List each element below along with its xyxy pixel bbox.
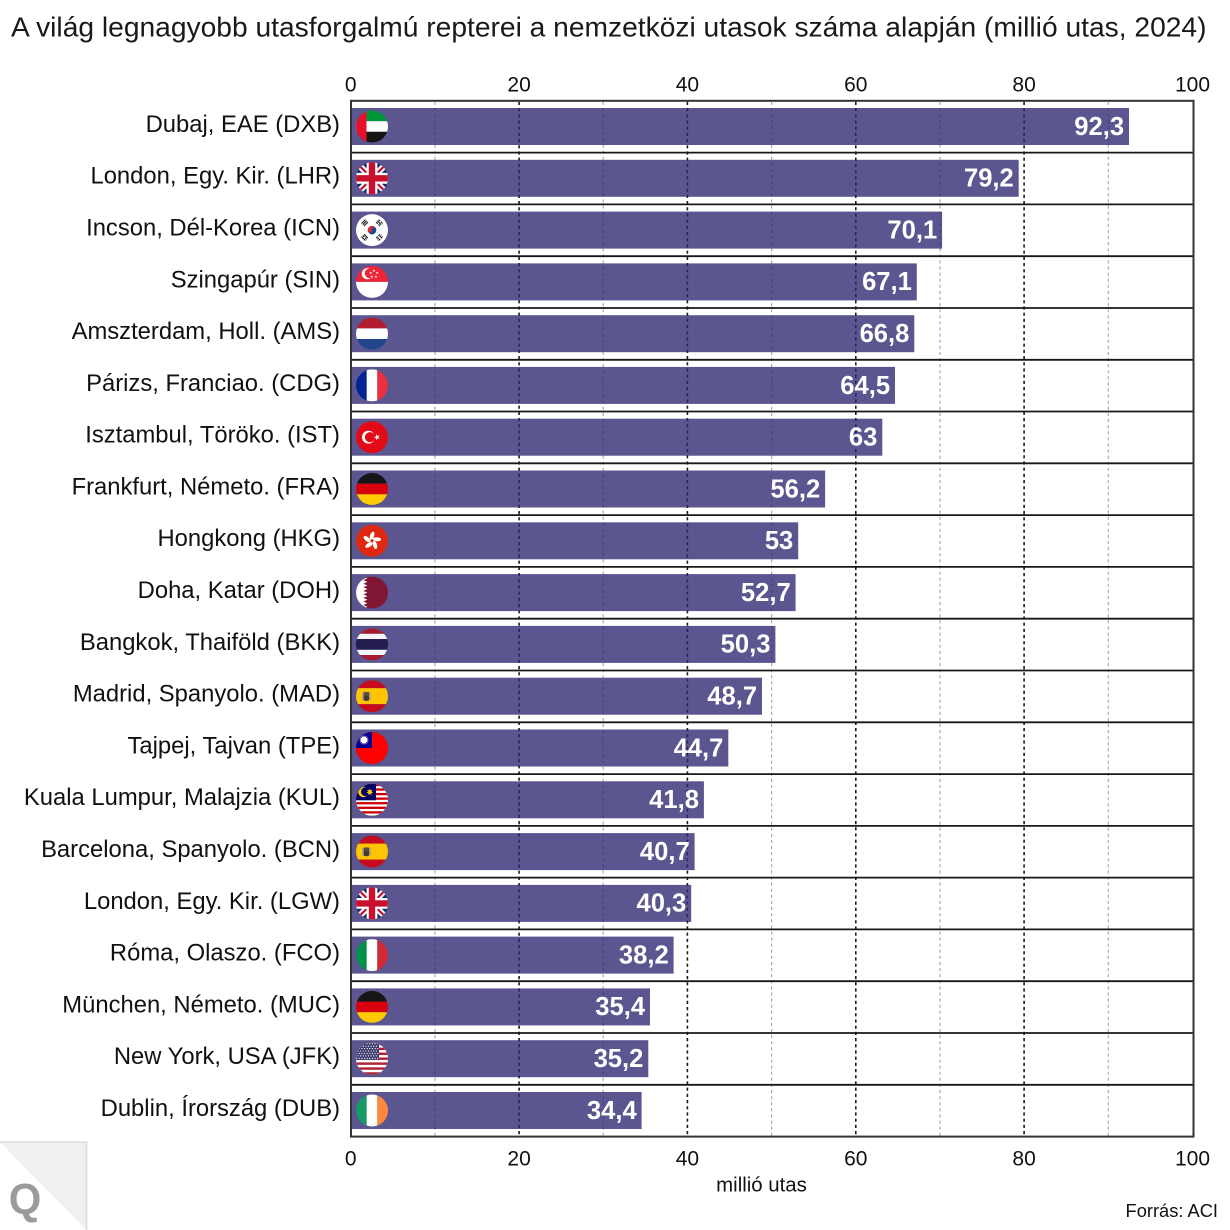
svg-text:100: 100 bbox=[1175, 74, 1210, 97]
svg-text:56,2: 56,2 bbox=[770, 475, 820, 503]
svg-text:Isztambul, Töröko. (IST): Isztambul, Töröko. (IST) bbox=[85, 422, 340, 449]
svg-text:Forrás: ACI: Forrás: ACI bbox=[1126, 1200, 1218, 1221]
svg-text:80: 80 bbox=[1012, 1148, 1035, 1171]
svg-text:New York, USA (JFK): New York, USA (JFK) bbox=[114, 1043, 340, 1070]
svg-text:34,4: 34,4 bbox=[587, 1097, 638, 1125]
svg-text:60: 60 bbox=[844, 74, 867, 97]
svg-text:48,7: 48,7 bbox=[707, 683, 757, 711]
svg-text:52,7: 52,7 bbox=[741, 579, 791, 607]
svg-text:Róma, Olaszo. (FCO): Róma, Olaszo. (FCO) bbox=[110, 940, 340, 967]
svg-text:Incson, Dél-Korea (ICN): Incson, Dél-Korea (ICN) bbox=[86, 215, 340, 242]
svg-text:Dublin, Írország (DUB): Dublin, Írország (DUB) bbox=[101, 1095, 340, 1122]
svg-text:40,3: 40,3 bbox=[636, 890, 686, 918]
svg-text:100: 100 bbox=[1175, 1148, 1210, 1171]
svg-text:A világ legnagyobb utasforgalm: A világ legnagyobb utasforgalmú repterei… bbox=[11, 10, 1207, 42]
svg-text:35,2: 35,2 bbox=[594, 1045, 644, 1073]
svg-text:40: 40 bbox=[676, 74, 699, 97]
svg-text:50,3: 50,3 bbox=[721, 631, 771, 659]
svg-text:Q: Q bbox=[9, 1175, 42, 1224]
svg-text:92,3: 92,3 bbox=[1074, 113, 1124, 141]
svg-text:0: 0 bbox=[345, 74, 357, 97]
svg-text:Hongkong (HKG): Hongkong (HKG) bbox=[157, 525, 340, 552]
svg-text:63: 63 bbox=[849, 424, 877, 452]
svg-text:38,2: 38,2 bbox=[619, 941, 669, 969]
svg-text:70,1: 70,1 bbox=[887, 216, 937, 244]
svg-text:Barcelona, Spanyolo. (BCN): Barcelona, Spanyolo. (BCN) bbox=[41, 836, 340, 863]
svg-text:41,8: 41,8 bbox=[649, 786, 699, 814]
svg-text:München, Németo. (MUC): München, Németo. (MUC) bbox=[62, 991, 340, 1018]
svg-text:80: 80 bbox=[1012, 74, 1035, 97]
svg-text:Amszterdam, Holl. (AMS): Amszterdam, Holl. (AMS) bbox=[72, 318, 340, 345]
svg-text:64,5: 64,5 bbox=[840, 372, 890, 400]
svg-text:Párizs, Franciao. (CDG): Párizs, Franciao. (CDG) bbox=[86, 370, 340, 397]
svg-text:40,7: 40,7 bbox=[640, 838, 690, 866]
svg-text:Madrid, Spanyolo. (MAD): Madrid, Spanyolo. (MAD) bbox=[73, 681, 340, 708]
svg-text:Frankfurt, Németo. (FRA): Frankfurt, Németo. (FRA) bbox=[72, 473, 340, 500]
svg-text:53: 53 bbox=[765, 527, 793, 555]
svg-text:Doha, Katar (DOH): Doha, Katar (DOH) bbox=[138, 577, 340, 604]
svg-text:Szingapúr (SIN): Szingapúr (SIN) bbox=[171, 266, 340, 293]
svg-text:London, Egy. Kir. (LGW): London, Egy. Kir. (LGW) bbox=[84, 888, 340, 915]
svg-text:20: 20 bbox=[507, 1148, 530, 1171]
svg-text:Kuala Lumpur, Malajzia (KUL): Kuala Lumpur, Malajzia (KUL) bbox=[24, 784, 340, 811]
svg-text:0: 0 bbox=[345, 1148, 357, 1171]
svg-text:Dubaj, EAE (DXB): Dubaj, EAE (DXB) bbox=[146, 111, 340, 138]
svg-text:44,7: 44,7 bbox=[674, 734, 724, 762]
svg-text:20: 20 bbox=[507, 74, 530, 97]
svg-text:40: 40 bbox=[676, 1148, 699, 1171]
svg-text:67,1: 67,1 bbox=[862, 268, 912, 296]
svg-text:60: 60 bbox=[844, 1148, 867, 1171]
svg-text:Tajpej, Tajvan (TPE): Tajpej, Tajvan (TPE) bbox=[128, 732, 341, 759]
svg-text:London, Egy. Kir. (LHR): London, Egy. Kir. (LHR) bbox=[90, 163, 340, 190]
svg-text:35,4: 35,4 bbox=[595, 993, 646, 1021]
svg-text:79,2: 79,2 bbox=[964, 165, 1014, 193]
svg-text:millió utas: millió utas bbox=[716, 1175, 807, 1197]
svg-text:Bangkok, Thaiföld (BKK): Bangkok, Thaiföld (BKK) bbox=[80, 629, 340, 656]
svg-text:66,8: 66,8 bbox=[860, 320, 910, 348]
